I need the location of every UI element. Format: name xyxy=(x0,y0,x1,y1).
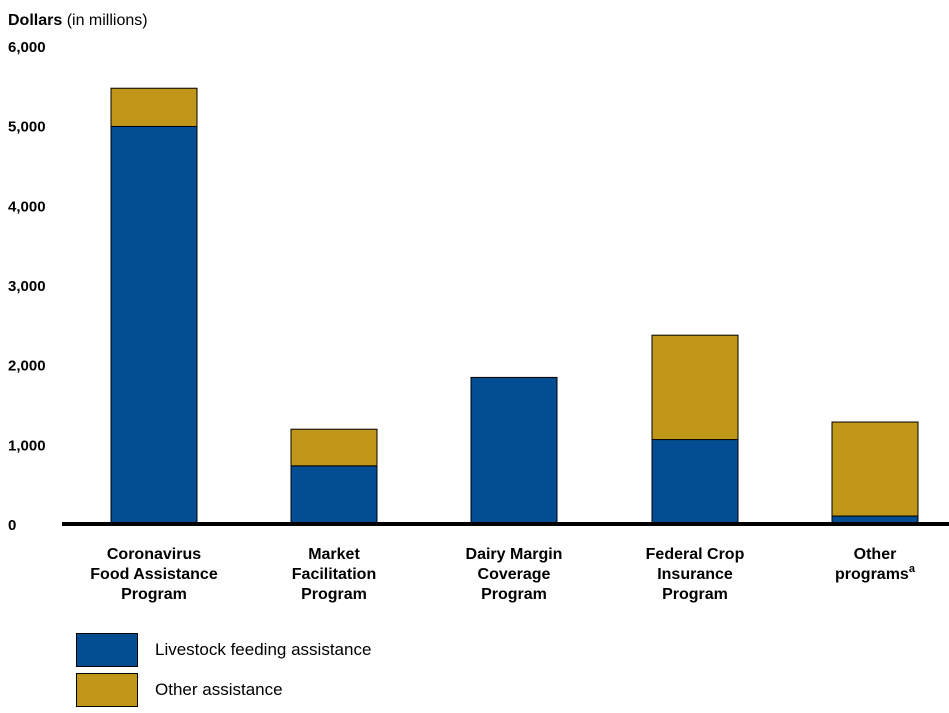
y-tick-label: 3,000 xyxy=(8,278,46,295)
bar-livestock-segment xyxy=(651,439,739,525)
legend-label-other: Other assistance xyxy=(155,680,283,699)
y-axis-title: Dollars (in millions) xyxy=(8,12,148,29)
category-label: Coronavirus Food Assistance Program xyxy=(90,546,218,603)
y-tick-label: 2,000 xyxy=(8,358,46,375)
y-tick-label: 6,000 xyxy=(8,39,46,56)
legend-item-other: Other assistance xyxy=(76,673,371,707)
category-label: Market Facilitation Program xyxy=(292,546,376,603)
category-labels: Coronavirus Food Assistance Program Market F… xyxy=(90,546,916,603)
legend-swatch-livestock xyxy=(76,633,138,667)
category-label: Dairy Margin Coverage Program xyxy=(466,546,563,603)
bar-livestock-segment xyxy=(110,125,198,525)
footnote-marker: a xyxy=(909,563,916,575)
category-label: Federal Crop Insurance Program xyxy=(646,546,745,603)
bar-other-segment xyxy=(110,87,198,127)
y-tick-label: 4,000 xyxy=(8,198,46,215)
legend: Livestock feeding assistance Other assis… xyxy=(76,633,371,713)
y-tick-label: 1,000 xyxy=(8,437,46,454)
bar-other-segment xyxy=(290,428,378,467)
y-axis-title-units: (in millions) xyxy=(62,12,147,29)
bar-other-segment xyxy=(831,421,919,517)
bar-other-segment xyxy=(651,334,739,441)
legend-item-livestock: Livestock feeding assistance xyxy=(76,633,371,667)
legend-swatch-other xyxy=(76,673,138,707)
y-tick-label: 0 xyxy=(8,517,16,534)
category-label: Other programsa xyxy=(835,546,916,583)
y-tick-label: 5,000 xyxy=(8,119,46,136)
y-axis-title-bold: Dollars xyxy=(8,12,62,29)
y-axis-ticks: 0 1,000 2,000 3,000 4,000 5,000 6,000 xyxy=(8,39,46,534)
bars xyxy=(110,87,919,525)
bar-livestock-segment xyxy=(470,376,558,525)
bar-livestock-segment xyxy=(290,465,378,525)
legend-label-livestock: Livestock feeding assistance xyxy=(155,640,372,659)
